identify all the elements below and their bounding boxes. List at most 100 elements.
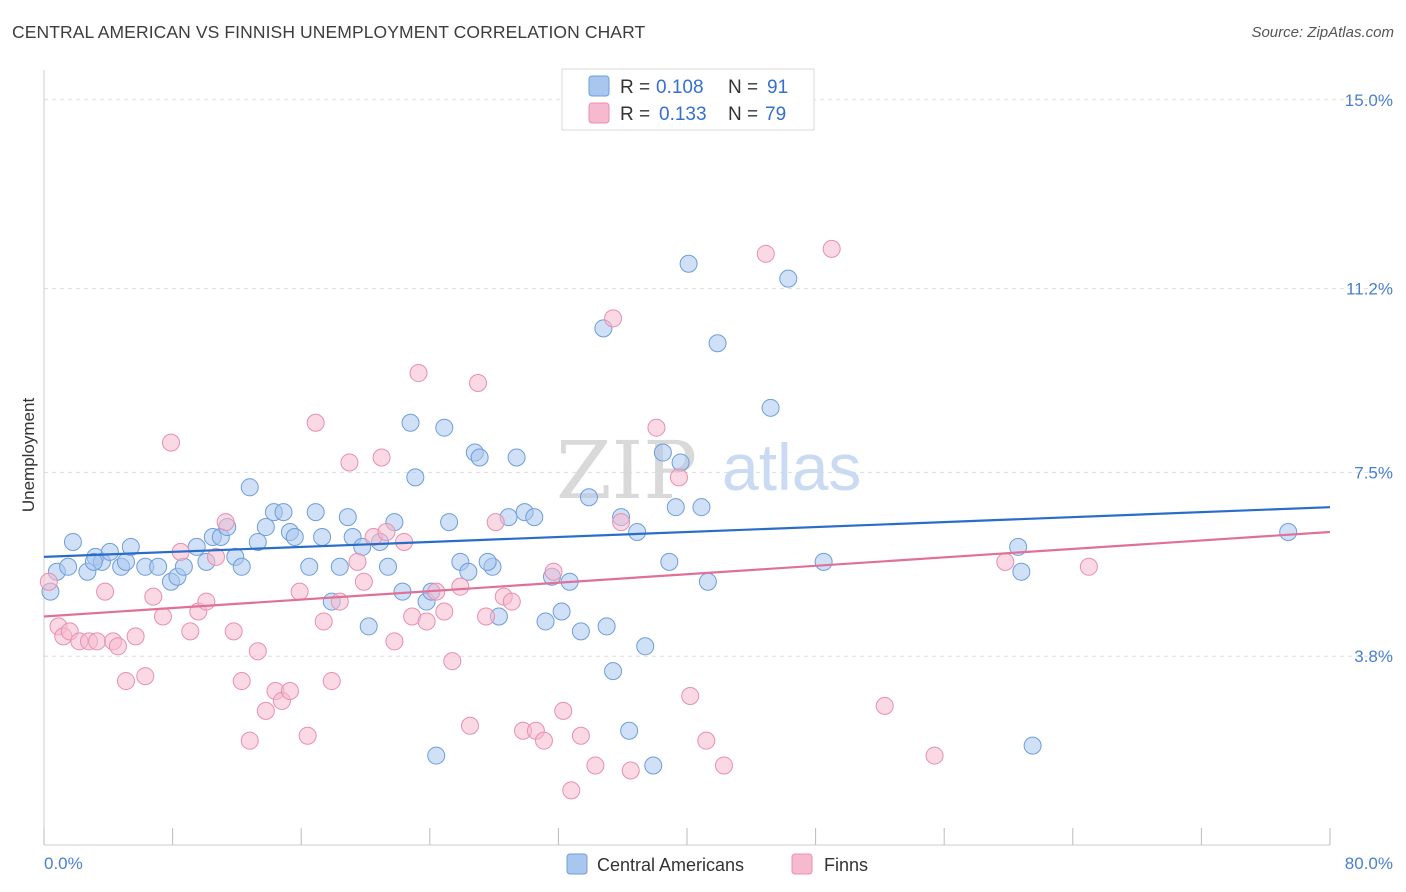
central-americans-point [285, 527, 304, 546]
legend-label-finns: Finns [824, 855, 868, 875]
central-americans-point [240, 478, 259, 497]
legend-label-central-americans: Central Americans [597, 855, 744, 875]
finns-point [544, 562, 563, 581]
finns-point [248, 642, 267, 661]
y-tick-label: 7.5% [1354, 463, 1393, 482]
central-americans-point [300, 557, 319, 576]
trend-lines [43, 506, 1331, 618]
central-americans-point [470, 448, 489, 467]
central-americans-point [692, 498, 711, 517]
legend-n-label: N = [728, 104, 758, 125]
central-americans-point [256, 518, 275, 537]
central-americans-point [671, 453, 690, 472]
central-americans-point [478, 552, 497, 571]
finns-point [647, 418, 666, 437]
finns-point [377, 523, 396, 542]
central-americans-point [63, 532, 82, 551]
series-legend: Central Americans Finns [566, 853, 868, 875]
central-americans-trend-line [43, 506, 1331, 558]
finns-point [477, 607, 496, 626]
central-americans-point [536, 612, 555, 631]
finns-point [116, 672, 135, 691]
finns-point [126, 627, 145, 646]
stats-legend: R = 0.108 N = 91 R = 0.133 N = 79 [561, 68, 815, 131]
central-americans-point [121, 537, 140, 556]
y-tick-label: 15.0% [1345, 91, 1393, 110]
central-americans-point [435, 418, 454, 437]
finns-point [460, 716, 479, 735]
finns-point [216, 513, 235, 532]
central-americans-point [507, 448, 526, 467]
chart-title: CENTRAL AMERICAN VS FINNISH UNEMPLOYMENT… [12, 22, 646, 42]
finns-point [256, 701, 275, 720]
legend-r-value: 0.133 [659, 104, 707, 125]
finns-point [39, 572, 58, 591]
finns-point [354, 572, 373, 591]
finns-point [502, 592, 521, 611]
finns-point [756, 244, 775, 263]
finns-point [280, 681, 299, 700]
finns-point [409, 364, 428, 383]
central-americans-point [149, 557, 168, 576]
finns-point [681, 686, 700, 705]
y-tick-label: 11.2% [1346, 280, 1393, 299]
finns-point [298, 726, 317, 745]
central-americans-point [338, 508, 357, 527]
central-americans-point [174, 557, 193, 576]
central-americans-point [636, 637, 655, 656]
finns-point [469, 373, 488, 392]
finns-point [181, 622, 200, 641]
x-tick-label: 80.0% [1345, 854, 1393, 873]
finns-point [232, 672, 251, 691]
central-americans-point [406, 468, 425, 487]
central-americans-points [41, 254, 1298, 775]
central-americans-point [644, 756, 663, 775]
central-americans-point [620, 721, 639, 740]
finns-point [314, 612, 333, 631]
central-americans-point [440, 513, 459, 532]
finns-point [136, 667, 155, 686]
x-tick-label: 0.0% [44, 854, 83, 873]
y-tick-label: 3.8% [1354, 647, 1393, 666]
central-americans-point [660, 552, 679, 571]
central-americans-point [761, 398, 780, 417]
central-americans-point [1279, 523, 1298, 542]
central-americans-point [597, 617, 616, 636]
finns-point [996, 552, 1015, 571]
finns-point [875, 696, 894, 715]
central-americans-point [248, 532, 267, 551]
central-americans-point [708, 334, 727, 353]
central-americans-point [1023, 736, 1042, 755]
legend-r-label: R = [620, 104, 650, 125]
legend-n-label: N = [728, 77, 758, 98]
watermark-atlas: atlas [722, 430, 861, 504]
finns-point [306, 413, 325, 432]
central-americans-point [604, 662, 623, 681]
finns-point [451, 577, 470, 596]
central-americans-point [579, 488, 598, 507]
finns-point [554, 701, 573, 720]
finns-point [224, 622, 243, 641]
finns-point [161, 433, 180, 452]
finns-point [1079, 557, 1098, 576]
finns-point [108, 637, 127, 656]
finns-point [340, 453, 359, 472]
central-americans-point [666, 498, 685, 517]
finns-point [822, 239, 841, 258]
central-americans-point [330, 557, 349, 576]
central-americans-point [571, 622, 590, 641]
legend-r-label: R = [620, 77, 650, 98]
central-americans-point [1012, 562, 1031, 581]
finns-point [486, 513, 505, 532]
finns-point [417, 612, 436, 631]
finns-point [197, 592, 216, 611]
finns-point [586, 756, 605, 775]
central-americans-point [459, 562, 478, 581]
finns-point [669, 468, 688, 487]
finns-point [88, 632, 107, 651]
finns-point [925, 746, 944, 765]
finns-points [39, 239, 1098, 800]
finns-point [240, 731, 259, 750]
finns-point [144, 587, 163, 606]
